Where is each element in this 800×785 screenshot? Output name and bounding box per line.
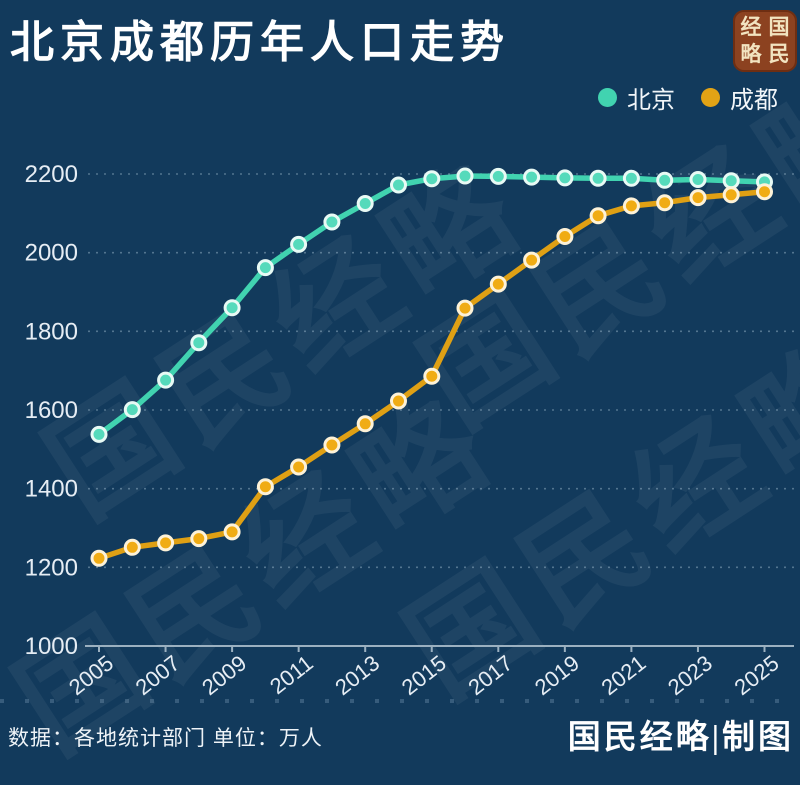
legend-item-beijing: 北京 <box>598 80 675 115</box>
legend-label-beijing: 北京 <box>627 87 675 114</box>
data-point <box>622 197 640 215</box>
series-line-0 <box>96 173 768 438</box>
data-point <box>523 168 541 186</box>
legend-label-chengdu: 成都 <box>730 87 778 114</box>
data-point <box>556 228 574 245</box>
x-tick-label: 2007 <box>131 650 185 700</box>
data-point <box>756 183 773 201</box>
credit-text: 国民经略|制图 <box>567 720 794 756</box>
data-point <box>290 458 308 476</box>
data-point <box>256 259 274 277</box>
data-point <box>190 334 208 352</box>
data-point <box>556 169 574 187</box>
data-point <box>390 392 407 410</box>
y-tick-label: 2200 <box>25 161 78 188</box>
y-tick-label: 1200 <box>25 554 78 581</box>
x-tick-label: 2021 <box>597 650 651 700</box>
data-point <box>323 213 341 231</box>
data-point <box>689 189 707 207</box>
data-point <box>356 195 374 212</box>
data-point <box>390 176 407 194</box>
chengdu-dot-icon <box>701 88 720 107</box>
data-point <box>123 401 141 419</box>
x-tick-label: 2017 <box>463 650 517 700</box>
data-point <box>290 235 308 253</box>
data-point <box>223 523 241 541</box>
data-point <box>190 530 208 548</box>
page-title: 北京成都历年人口走势 <box>10 18 510 67</box>
logo-char: 经 <box>740 15 762 39</box>
data-point <box>589 207 607 225</box>
x-tick-label: 2019 <box>530 650 584 700</box>
x-tick-label: 2015 <box>397 650 451 700</box>
y-tick-label: 2000 <box>25 240 78 267</box>
beijing-dot-icon <box>598 88 617 107</box>
data-point <box>90 549 108 567</box>
x-tick-label: 2013 <box>330 650 384 700</box>
data-point <box>157 534 175 552</box>
data-point <box>589 169 607 187</box>
y-tick-label: 1400 <box>25 476 78 503</box>
data-point <box>722 186 740 204</box>
data-point <box>323 436 341 454</box>
data-source-note: 数据：各地统计部门 单位：万人 <box>8 727 323 750</box>
data-point <box>90 425 108 443</box>
data-point <box>423 367 441 385</box>
data-point <box>356 415 374 433</box>
data-point <box>223 299 241 317</box>
data-point <box>656 194 674 212</box>
data-point <box>622 169 640 187</box>
logo-char: 民 <box>768 42 790 66</box>
data-point <box>489 275 507 293</box>
legend-item-chengdu: 成都 <box>701 80 778 115</box>
data-point <box>722 172 740 190</box>
y-tick-label: 1000 <box>25 633 78 660</box>
legend: 北京 成都 <box>598 80 778 115</box>
x-tick-label: 2025 <box>730 650 784 700</box>
brand-seal-logo: 经 国 略 民 <box>733 10 797 72</box>
data-point <box>456 299 474 317</box>
data-point <box>256 478 274 496</box>
y-tick-label: 1800 <box>25 318 78 345</box>
data-point <box>656 171 674 189</box>
x-tick-label: 2023 <box>663 650 717 700</box>
decorative-dotted-divider <box>0 699 800 703</box>
data-point <box>689 171 707 188</box>
x-tick-label: 2009 <box>197 650 251 700</box>
x-tick-label: 2011 <box>265 650 318 699</box>
data-point <box>123 538 141 556</box>
data-point <box>523 251 541 269</box>
logo-char: 国 <box>768 15 790 39</box>
data-point <box>489 167 507 185</box>
data-point <box>423 170 441 188</box>
data-point <box>456 167 474 185</box>
logo-char: 略 <box>740 42 762 66</box>
y-tick-label: 1600 <box>25 397 78 424</box>
data-point <box>157 371 175 389</box>
